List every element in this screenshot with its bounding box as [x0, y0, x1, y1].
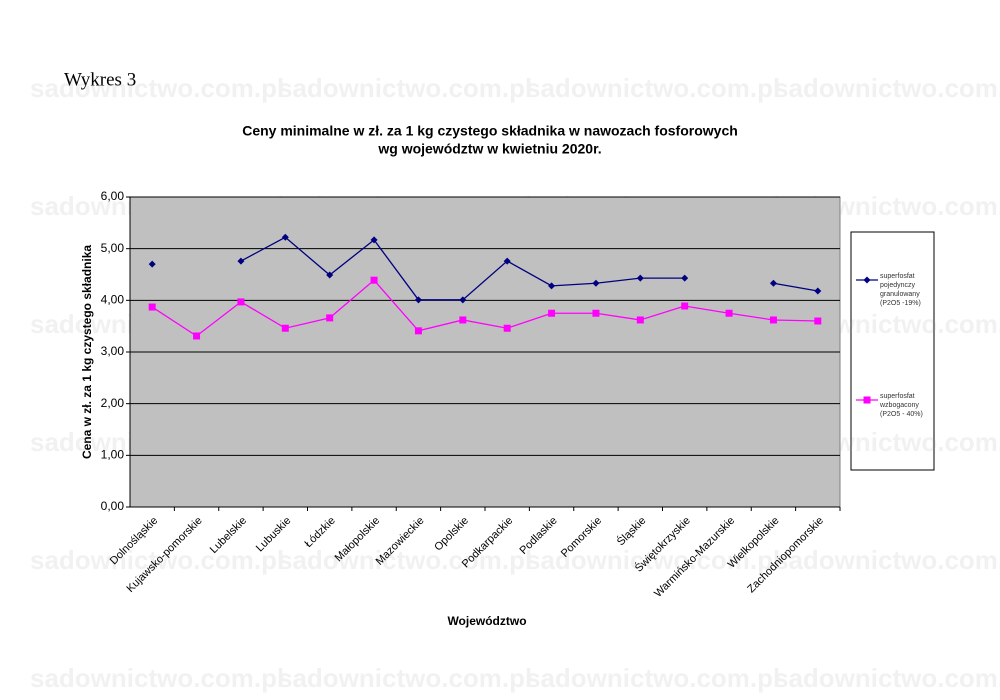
x-axis-title: Województwo [447, 614, 526, 628]
data-point [548, 309, 556, 317]
y-tick-label: 6,00 [101, 189, 125, 203]
watermark: sadownictwo.com.pl [30, 73, 284, 103]
chart-title: Ceny minimalne w zł. za 1 kg czystego sk… [242, 123, 738, 139]
legend-label: superfosfat wzbogacony (P2O5 - 40%) [880, 393, 923, 418]
y-tick-label: 1,00 [101, 448, 125, 462]
data-point [503, 324, 511, 332]
data-point [769, 279, 777, 287]
data-point [281, 324, 289, 332]
watermark: sadownictwo.com.pl [30, 545, 284, 575]
y-tick-label: 5,00 [101, 241, 125, 255]
data-point [459, 296, 467, 304]
data-point [148, 260, 156, 268]
watermark: sadownictwo.com.pl [774, 73, 1000, 103]
data-point [503, 257, 511, 265]
data-point [592, 309, 600, 317]
watermark: sadownictwo.com.pl [526, 663, 780, 693]
legend-marker [863, 396, 871, 404]
data-point [459, 316, 467, 324]
data-point [636, 274, 644, 282]
data-point [237, 257, 245, 265]
x-tick-label: Śląskie [614, 514, 648, 548]
data-point [814, 317, 822, 325]
data-point [193, 332, 201, 340]
y-tick-label: 0,00 [101, 499, 125, 513]
watermark: sadownictwo.com.pl [278, 73, 532, 103]
y-tick-label: 4,00 [101, 293, 125, 307]
data-point [681, 302, 689, 310]
data-point [281, 233, 289, 241]
watermark: sadownictwo.com.pl [526, 545, 780, 575]
data-point [326, 271, 334, 279]
watermark: sadownictwo.com.pl [526, 73, 780, 103]
watermark: sadownictwo.com.pl [278, 663, 532, 693]
watermark: sadownictwo.com.pl [30, 663, 284, 693]
data-point [592, 279, 600, 287]
data-point [769, 316, 777, 324]
y-tick-label: 3,00 [101, 344, 125, 358]
data-point [237, 298, 245, 306]
legend-box [850, 231, 935, 471]
y-tick-label: 2,00 [101, 396, 125, 410]
watermark: sadownictwo.com.pl [774, 545, 1000, 575]
chart-subtitle: wg województw w kwietniu 2020r. [377, 141, 601, 157]
data-point [326, 314, 334, 322]
legend-marker [863, 276, 871, 284]
page-header: Wykres 3 [64, 69, 136, 90]
watermark: sadownictwo.com.pl [774, 663, 1000, 693]
data-point [414, 296, 422, 304]
data-point [370, 276, 378, 284]
y-axis-title: Cena w zł. za 1 kg czystego składnika [80, 245, 94, 459]
data-point [148, 303, 156, 311]
legend-label: superfosfat pojedynczy granulowany (P2O5… [880, 273, 921, 307]
data-point [681, 274, 689, 282]
data-point [548, 282, 556, 290]
data-point [814, 287, 822, 295]
series-line [151, 279, 818, 337]
data-point [414, 327, 422, 335]
data-point [636, 316, 644, 324]
data-point [370, 236, 378, 244]
data-point [725, 309, 733, 317]
watermark: sadownictwo.com.pl [278, 545, 532, 575]
